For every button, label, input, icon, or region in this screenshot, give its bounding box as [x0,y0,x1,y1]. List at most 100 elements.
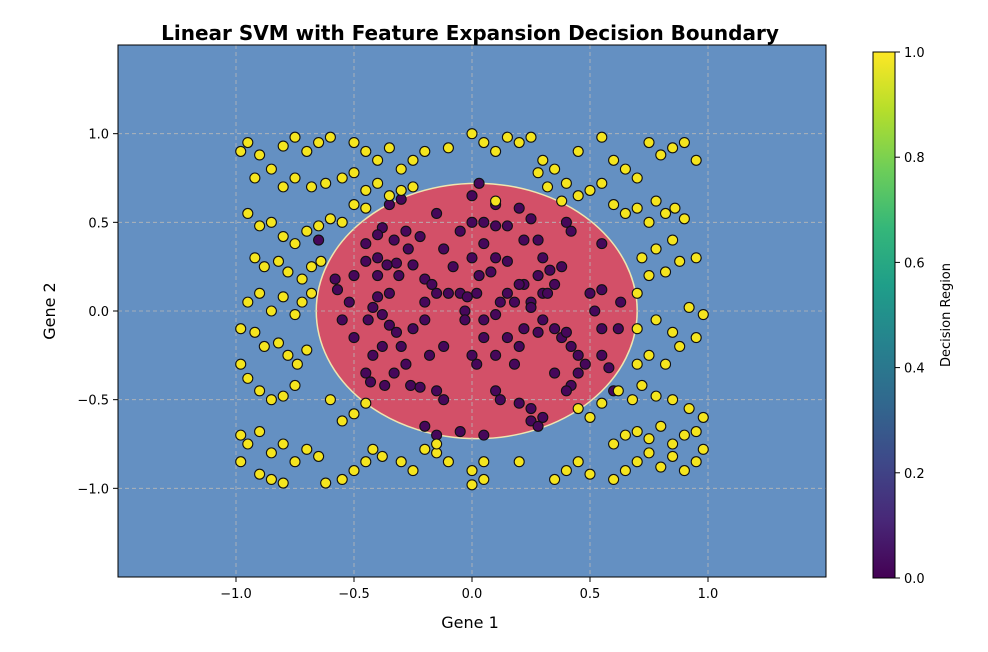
point-class-0 [414,230,426,243]
point-class-0 [431,385,443,397]
point-class-0 [485,266,497,278]
point-class-1 [608,438,620,450]
point-class-1 [667,142,679,154]
point-class-1 [466,465,478,477]
point-class-0 [490,385,502,397]
point-class-0 [537,314,549,326]
point-class-1 [572,145,584,157]
point-class-1 [560,465,572,477]
point-class-1 [407,465,419,477]
point-class-1 [254,220,266,232]
point-class-0 [473,177,485,189]
point-class-1 [305,261,318,273]
point-class-1 [549,163,561,175]
point-class-0 [459,314,471,326]
point-class-1 [442,142,454,154]
point-class-1 [667,450,679,462]
point-class-0 [549,278,561,290]
point-class-1 [315,255,327,267]
point-class-1 [235,145,247,157]
point-class-1 [631,426,643,438]
point-class-1 [395,456,407,468]
point-class-0 [525,301,537,314]
point-class-1 [659,358,672,370]
point-class-0 [388,367,400,379]
point-class-1 [395,184,407,196]
point-class-0 [372,252,384,264]
point-class-0 [615,296,627,308]
point-class-0 [501,332,513,344]
point-class-0 [367,349,379,361]
x-axis-label: Gene 1 [441,613,499,632]
point-class-0 [407,323,419,335]
point-class-1 [631,323,643,335]
point-class-1 [296,296,308,308]
point-class-0 [513,278,525,290]
point-class-1 [697,308,709,321]
point-class-0 [454,426,466,438]
point-class-1 [431,438,443,450]
point-class-1 [282,349,294,361]
point-class-0 [343,296,355,308]
point-class-0 [407,259,419,271]
point-class-1 [320,477,332,489]
point-class-0 [508,358,521,370]
point-class-0 [612,323,624,335]
point-class-1 [272,337,285,349]
point-class-1 [277,390,289,402]
point-class-1 [697,443,709,455]
point-class-0 [572,349,584,361]
point-class-0 [544,264,556,276]
point-class-1 [619,207,631,220]
point-class-1 [348,408,360,420]
point-class-0 [383,319,395,331]
point-class-1 [466,128,478,140]
point-class-1 [631,202,643,214]
point-class-1 [667,326,679,338]
point-class-0 [466,252,478,264]
point-class-0 [313,234,325,246]
point-class-1 [643,269,655,282]
point-class-1 [525,131,537,143]
point-class-1 [313,450,325,462]
point-class-0 [390,326,403,338]
point-class-0 [494,296,506,308]
series-class-1 [235,128,709,491]
point-class-0 [478,216,490,228]
point-class-1 [466,479,478,491]
point-class-0 [501,220,513,232]
point-class-0 [473,269,485,282]
point-class-0 [400,358,412,370]
point-class-0 [589,305,601,317]
point-class-0 [402,243,414,255]
point-class-1 [442,456,454,468]
point-class-1 [395,163,407,175]
point-class-1 [249,172,261,184]
point-class-1 [678,213,690,225]
point-class-0 [525,402,537,415]
point-class-0 [508,296,521,308]
point-class-0 [565,340,577,353]
point-class-0 [390,257,403,269]
point-class-1 [690,252,702,264]
colorbar-tick-label: 0.6 [904,256,925,271]
point-class-1 [277,291,289,303]
point-class-0 [572,367,584,379]
point-class-0 [490,252,502,264]
point-class-1 [643,447,655,459]
point-class-0 [423,349,436,361]
point-class-1 [650,243,662,255]
point-class-1 [324,213,336,225]
point-class-1 [419,145,431,157]
point-class-0 [560,385,572,397]
point-class-0 [494,394,506,406]
point-class-1 [678,136,690,149]
y-axis: −1.0 −0.5 0.0 0.5 1.0 [77,128,118,497]
point-class-0 [376,308,388,321]
y-tick-label: 0.5 [88,216,109,231]
point-class-1 [249,326,261,338]
point-class-1 [265,394,277,406]
point-class-1 [277,477,289,489]
point-class-1 [650,195,662,207]
point-class-1 [478,136,490,149]
